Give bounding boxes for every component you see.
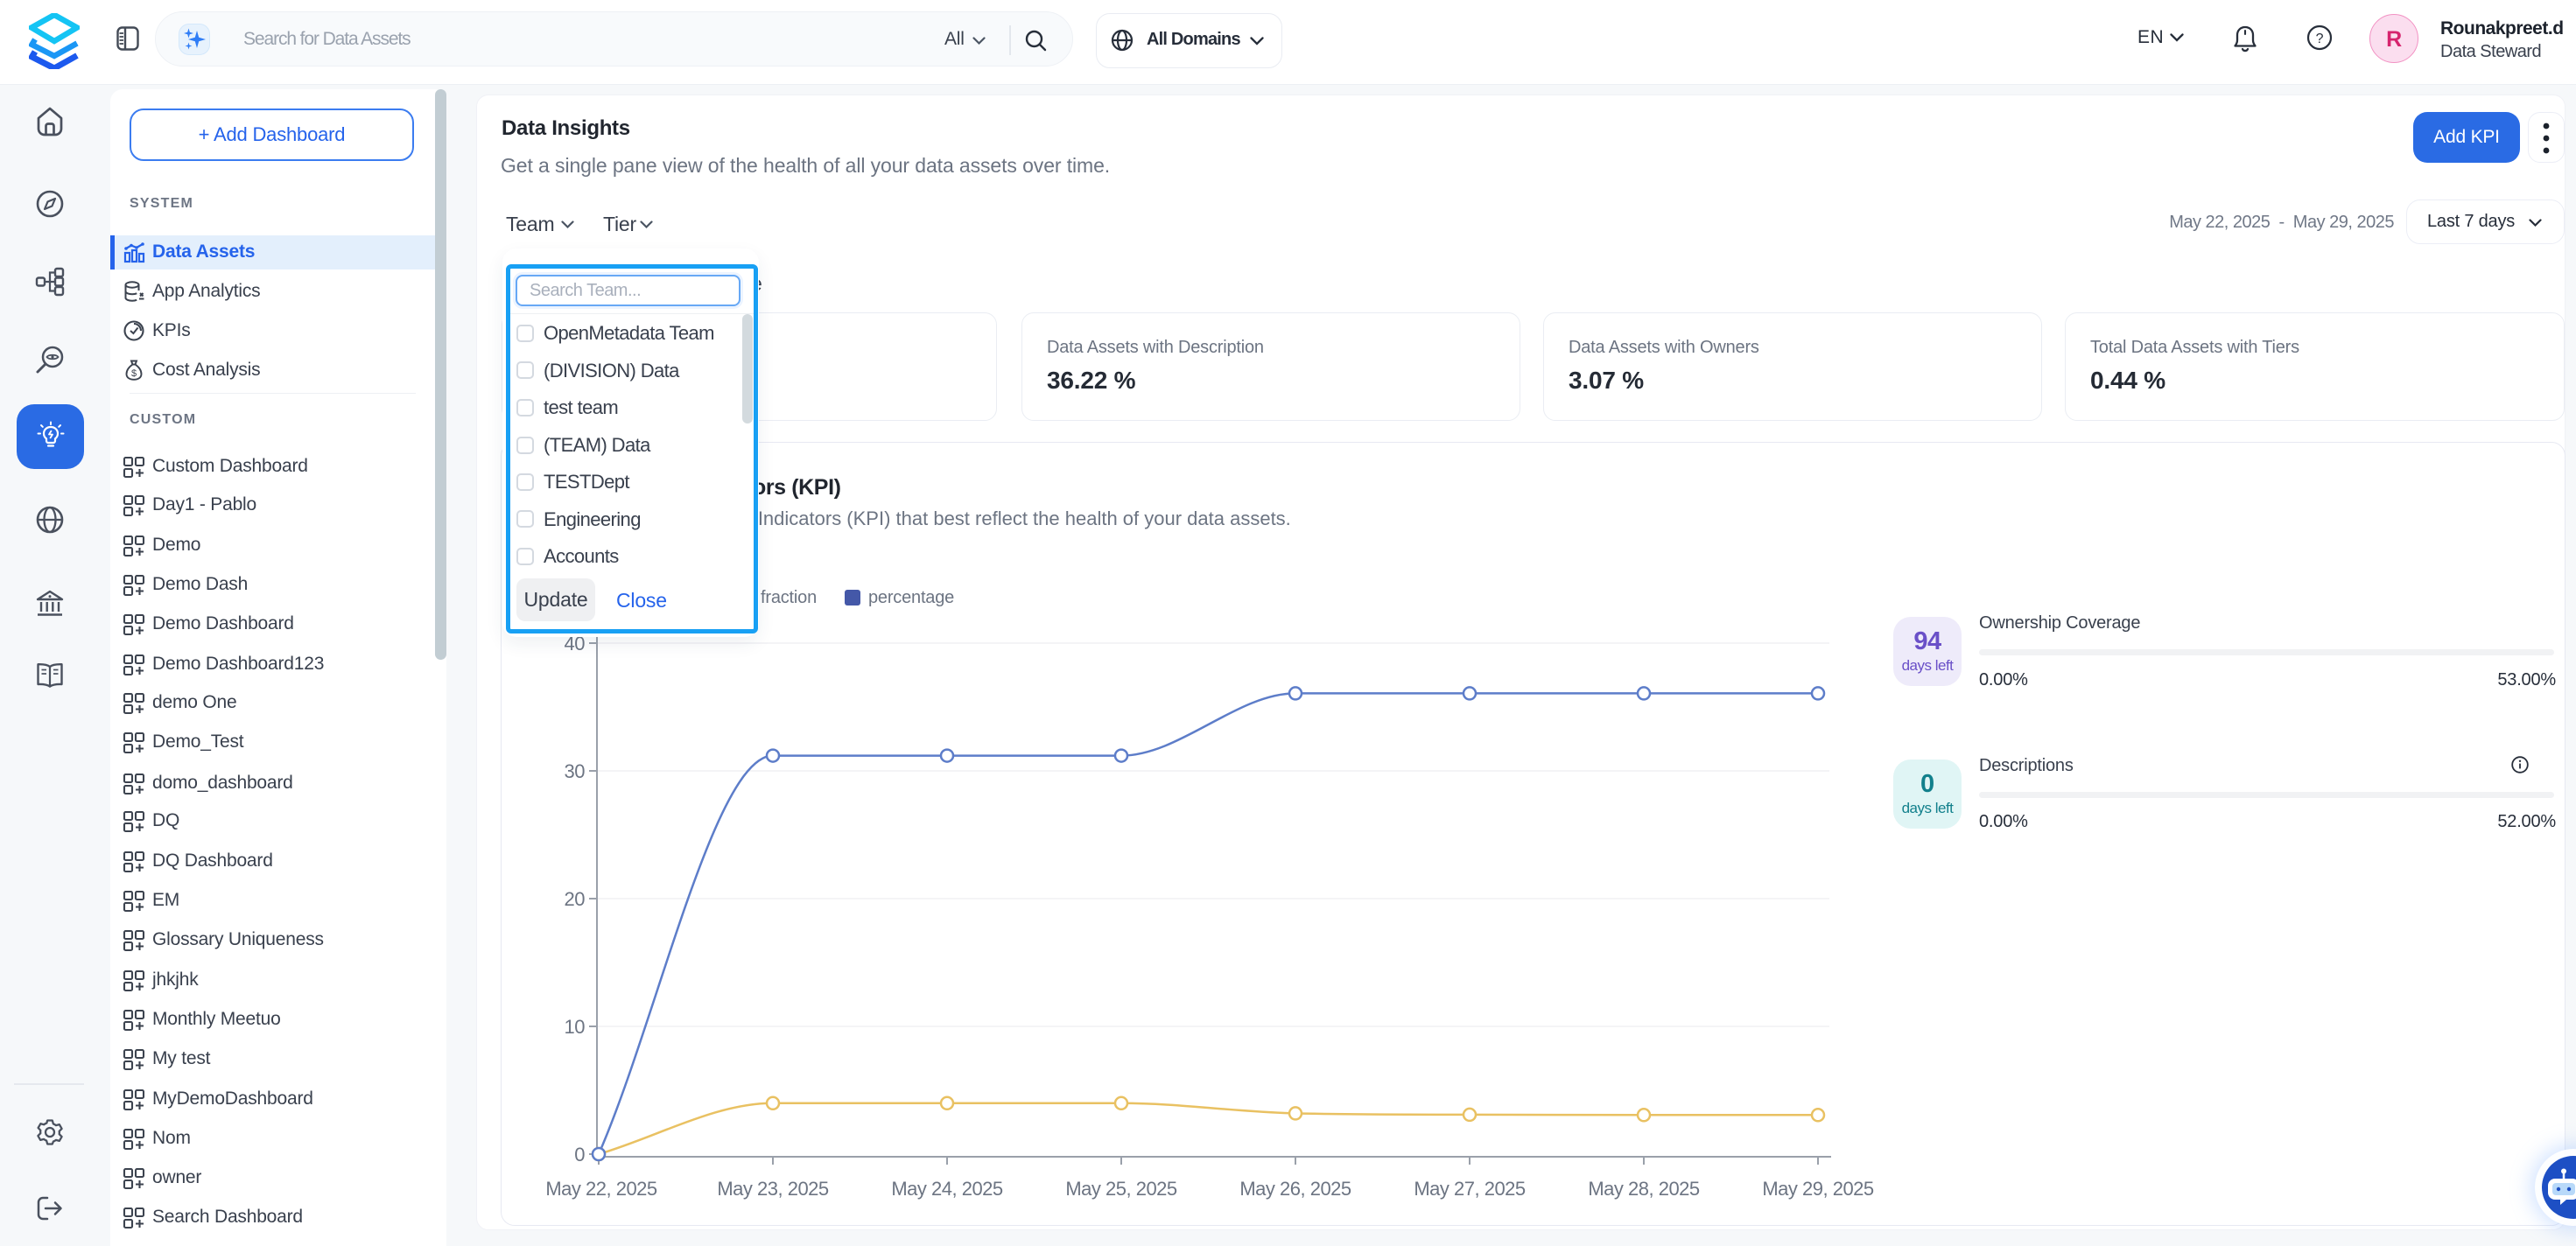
svg-text:10: 10 <box>565 1016 586 1038</box>
svg-text:30: 30 <box>565 760 586 782</box>
svg-text:May 25, 2025: May 25, 2025 <box>1065 1178 1177 1200</box>
svg-text:20: 20 <box>565 888 586 910</box>
svg-text:May 27, 2025: May 27, 2025 <box>1414 1178 1526 1200</box>
svg-text:May 26, 2025: May 26, 2025 <box>1239 1178 1351 1200</box>
svg-text:May 29, 2025: May 29, 2025 <box>1762 1178 1874 1200</box>
svg-text:May 28, 2025: May 28, 2025 <box>1588 1178 1700 1200</box>
svg-text:$: $ <box>131 368 137 379</box>
svg-text:May 23, 2025: May 23, 2025 <box>717 1178 829 1200</box>
svg-text:?: ? <box>2316 32 2324 46</box>
svg-text:0: 0 <box>574 1144 585 1166</box>
svg-text:May 24, 2025: May 24, 2025 <box>891 1178 1003 1200</box>
svg-text:May 22, 2025: May 22, 2025 <box>545 1178 657 1200</box>
